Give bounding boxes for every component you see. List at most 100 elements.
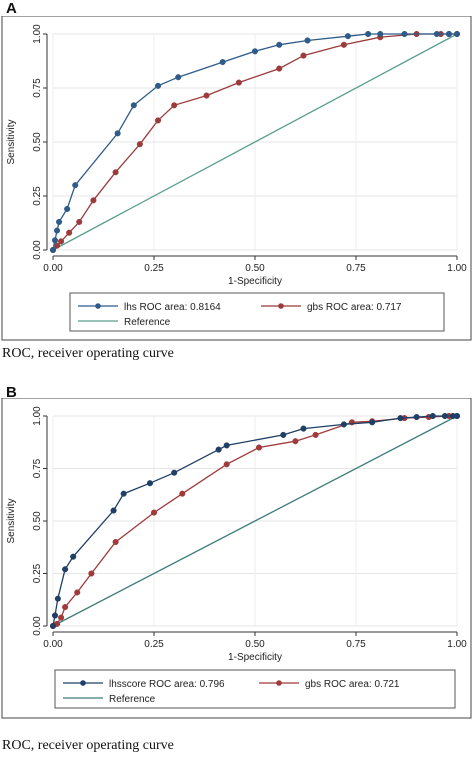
data-point: [304, 37, 311, 44]
y-axis-title: Sensitivity: [6, 498, 17, 543]
roc-chart-a: 0.000.00 0.25 0.25 0.50 0.50 0.75 0.75 1.00 1.00…: [1, 16, 472, 341]
data-point: [90, 197, 97, 204]
data-point: [171, 469, 178, 476]
data-point: [441, 412, 448, 420]
data-point: [413, 414, 420, 421]
y-tick-label: 0.50: [32, 132, 43, 152]
legend-label: Reference: [109, 694, 156, 705]
data-point: [219, 59, 226, 66]
y-tick-label: 0.25: [32, 563, 43, 583]
legend-label: lhsscore ROC area: 0.796: [109, 679, 225, 690]
data-point: [54, 595, 61, 602]
data-point: [112, 538, 119, 546]
data-point: [74, 589, 81, 596]
data-point: [114, 130, 121, 137]
data-point: [175, 74, 182, 81]
data-point: [235, 79, 242, 86]
legend-label: gbs ROC area: 0.717: [307, 302, 402, 313]
data-point: [130, 102, 137, 109]
x-tick-label: 0.50: [245, 639, 265, 650]
data-point: [223, 442, 230, 449]
data-point: [276, 65, 283, 72]
y-tick-label: 0.25: [32, 186, 43, 206]
data-point: [120, 490, 127, 497]
data-point: [340, 41, 347, 48]
x-tick-label: 0.25: [144, 639, 164, 650]
data-point: [70, 553, 77, 560]
data-point: [340, 421, 347, 428]
series-line: [52, 33, 458, 251]
data-point: [49, 622, 57, 630]
data-point: [453, 412, 461, 420]
data-point: [51, 612, 59, 619]
data-point: [62, 604, 69, 611]
data-point: [56, 218, 63, 225]
data-point: [53, 242, 61, 249]
data-point: [62, 566, 69, 573]
legend-marker: [276, 680, 282, 686]
data-point: [453, 30, 461, 38]
data-point: [369, 419, 376, 426]
data-point: [64, 205, 71, 213]
legend-box: [69, 292, 445, 332]
data-point: [292, 438, 299, 445]
data-point: [215, 446, 222, 453]
data-point: [401, 30, 408, 38]
data-point: [66, 229, 73, 236]
data-point: [344, 33, 351, 40]
x-tick-label: 1.00: [447, 639, 467, 650]
data-point: [223, 461, 230, 468]
data-point: [49, 246, 57, 254]
y-tick-label: 0.75: [32, 78, 43, 98]
panel-a-caption: ROC, receiver operating curve: [2, 346, 174, 361]
data-point: [150, 509, 158, 516]
data-point: [53, 227, 61, 234]
data-point: [300, 425, 307, 432]
x-tick-label: 0.75: [346, 263, 366, 274]
data-point: [251, 48, 259, 55]
data-point: [58, 614, 65, 621]
data-point: [179, 490, 186, 497]
data-point: [255, 444, 263, 451]
series-line: [52, 415, 458, 627]
legend-label: lhs ROC area: 0.8164: [124, 302, 221, 313]
data-point: [136, 141, 143, 148]
y-tick-label: 0.00: [32, 616, 43, 636]
data-point: [154, 82, 162, 89]
panel-b-label: B: [6, 384, 17, 401]
legend-label: Reference: [124, 317, 171, 328]
data-point: [76, 218, 83, 225]
roc-chart-b: 0.000.00 0.25 0.25 0.50 0.50 0.75 0.75 1.00 1.00…: [1, 398, 472, 719]
x-tick-label: 0.00: [43, 639, 63, 650]
x-tick-label: 0.00: [43, 263, 63, 274]
data-point: [72, 182, 79, 189]
data-point: [203, 92, 210, 99]
x-axis-title: 1-Specificity: [228, 276, 282, 287]
y-tick-label: 1.00: [32, 24, 43, 44]
data-point: [88, 570, 95, 577]
x-tick-label: 0.25: [144, 263, 164, 274]
legend-marker: [278, 303, 284, 309]
y-tick-label: 0.50: [32, 511, 43, 531]
data-point: [397, 415, 404, 422]
data-point: [429, 412, 436, 420]
data-point: [171, 102, 178, 109]
y-tick-label: 1.00: [32, 406, 43, 426]
x-tick-label: 0.50: [245, 263, 265, 274]
data-point: [280, 431, 287, 438]
data-point: [445, 30, 452, 38]
legend-box: [54, 669, 456, 709]
legend-marker: [95, 303, 101, 309]
x-tick-label: 0.75: [346, 639, 366, 650]
panel-a-label: A: [6, 0, 17, 17]
data-point: [276, 41, 283, 48]
data-point: [365, 30, 372, 38]
x-tick-label: 1.00: [447, 263, 467, 274]
y-tick-label: 0.00: [32, 240, 43, 260]
data-point: [312, 431, 319, 438]
x-axis-title: 1-Specificity: [228, 652, 282, 663]
data-point: [377, 30, 384, 38]
data-point: [58, 238, 65, 245]
data-point: [154, 117, 162, 124]
data-point: [51, 237, 59, 244]
